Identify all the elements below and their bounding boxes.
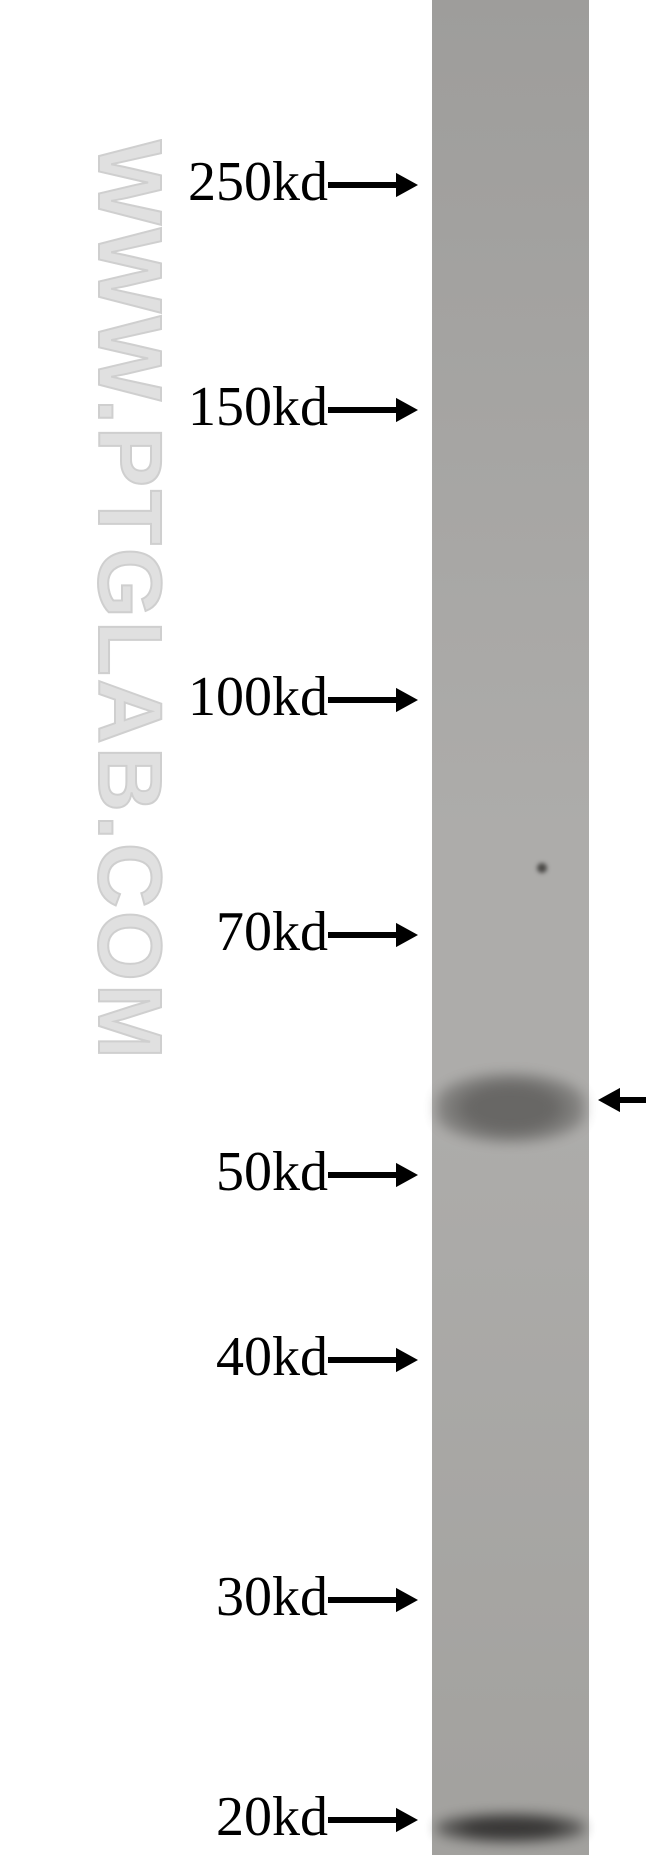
watermark-text: WWW.PTGLAB.COM [77, 140, 180, 1062]
protein-band [436, 1073, 585, 1143]
artifact-spot [537, 863, 547, 873]
blot-lane [432, 0, 589, 1855]
western-blot-figure: WWW.PTGLAB.COM 250kd 150kd 100kd 70kd 50… [0, 0, 650, 1855]
protein-band [436, 1813, 585, 1843]
